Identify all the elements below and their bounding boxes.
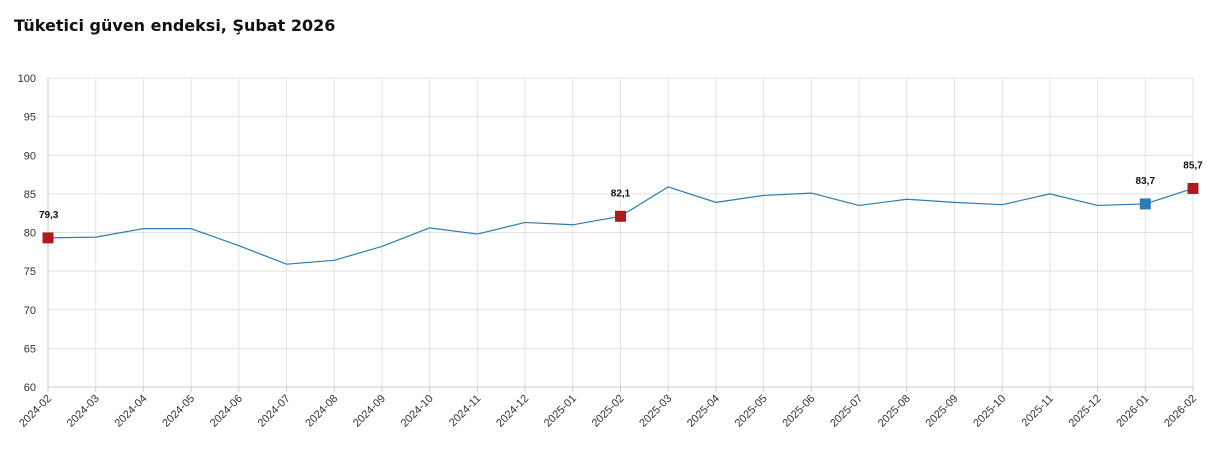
x-tick-label: 2024-11 <box>447 393 483 429</box>
y-tick-label: 65 <box>24 343 36 355</box>
y-tick-labels: 60 65 70 75 80 85 90 95 100 <box>18 73 36 394</box>
x-tick-label: 2024-06 <box>208 393 245 430</box>
data-label: 79,3 <box>39 210 59 221</box>
x-tick-label: 2025-11 <box>1020 393 1056 429</box>
y-tick-label: 70 <box>24 305 36 317</box>
x-tick-label: 2026-02 <box>1162 393 1199 430</box>
y-tick-label: 95 <box>24 112 36 124</box>
x-tick-labels: 2024-02 2024-03 2024-04 2024-05 2024-06 2024-… <box>17 393 1199 430</box>
highlight-marker <box>42 232 54 244</box>
chart-title: Tüketici güven endeksi, Şubat 2026 <box>14 16 336 35</box>
x-tick-label: 2024-07 <box>256 393 293 430</box>
x-tick-label: 2025-12 <box>1067 393 1104 430</box>
x-tick-label: 2024-02 <box>17 393 54 430</box>
data-label: 83,7 <box>1136 176 1156 187</box>
y-tick-label: 60 <box>24 382 36 394</box>
x-tick-label: 2025-03 <box>637 393 674 430</box>
y-tick-label: 90 <box>24 150 36 162</box>
highlight-marker <box>1139 198 1151 210</box>
y-tick-label: 80 <box>24 228 36 240</box>
data-label: 85,7 <box>1183 160 1203 171</box>
x-tick-label: 2024-09 <box>351 393 388 430</box>
x-tick-label: 2024-10 <box>399 393 436 430</box>
x-tick-label: 2025-10 <box>971 393 1008 430</box>
x-tick-label: 2024-12 <box>494 393 531 430</box>
data-labels: 79,3 82,1 83,7 85,7 <box>39 160 1203 220</box>
y-tick-label: 75 <box>24 266 36 278</box>
grid <box>47 77 1194 388</box>
x-tick-label: 2024-05 <box>160 393 197 430</box>
x-tick-label: 2025-01 <box>542 393 579 430</box>
x-tick-label: 2024-08 <box>303 393 340 430</box>
x-tick-label: 2025-08 <box>876 393 913 430</box>
x-tick-label: 2025-02 <box>590 393 627 430</box>
highlight-marker <box>615 210 626 222</box>
y-tick-label: 100 <box>18 73 36 85</box>
y-tick-label: 85 <box>24 189 36 201</box>
x-tick-label: 2025-05 <box>733 393 770 430</box>
data-label: 82,1 <box>611 188 631 199</box>
highlight-markers <box>42 182 1199 244</box>
x-tick-label: 2026-01 <box>1114 393 1151 430</box>
x-tick-label: 2025-07 <box>828 393 865 430</box>
highlight-marker <box>1187 182 1199 194</box>
x-tick-label: 2024-03 <box>65 393 102 430</box>
x-tick-label: 2025-06 <box>780 393 817 430</box>
x-tick-label: 2025-04 <box>685 393 722 430</box>
x-tick-label: 2024-04 <box>113 393 150 430</box>
axes <box>47 78 1194 392</box>
x-tick-label: 2025-09 <box>924 393 961 430</box>
